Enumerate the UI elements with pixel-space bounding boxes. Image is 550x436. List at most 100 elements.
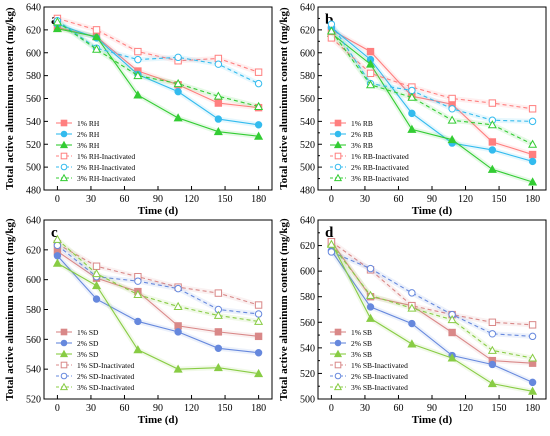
series-5 bbox=[326, 239, 538, 362]
data-point bbox=[407, 124, 417, 133]
legend-entry: 1% RH-Inactivated bbox=[77, 152, 135, 161]
x-tick-label: 60 bbox=[119, 194, 129, 205]
data-point bbox=[334, 130, 342, 138]
x-tick-label: 180 bbox=[525, 403, 540, 414]
data-point bbox=[174, 284, 182, 293]
data-point bbox=[365, 290, 376, 299]
data-point bbox=[134, 55, 142, 64]
series-2 bbox=[326, 28, 538, 186]
x-axis-title: Time (d) bbox=[138, 205, 179, 217]
data-point bbox=[333, 173, 343, 182]
panel-d: 500 520 540 560 580 600 620 640 0 30 60 90 120 150 180… bbox=[278, 216, 547, 426]
data-point bbox=[447, 134, 457, 144]
data-point bbox=[528, 386, 538, 395]
series-line bbox=[330, 241, 533, 364]
data-point bbox=[327, 34, 336, 42]
x-tick-label: 90 bbox=[427, 403, 437, 414]
y-tick-label: 520 bbox=[26, 140, 41, 151]
x-tick-label: 60 bbox=[393, 194, 403, 205]
y-tick-label: 560 bbox=[300, 94, 315, 105]
data-point bbox=[447, 115, 457, 124]
y-tick-label: 600 bbox=[26, 275, 41, 286]
data-point bbox=[334, 163, 342, 171]
data-point bbox=[59, 140, 69, 149]
data-point bbox=[213, 91, 223, 100]
data-point bbox=[488, 360, 497, 369]
data-point bbox=[133, 90, 143, 99]
y-tick-label: 580 bbox=[26, 71, 41, 82]
x-tick-label: 60 bbox=[393, 403, 403, 414]
legend-entry: 3% RH-Inactivated bbox=[77, 174, 135, 183]
data-point bbox=[487, 120, 497, 129]
data-point bbox=[528, 139, 538, 148]
data-point bbox=[528, 117, 537, 126]
legend-entry: 1% SD bbox=[77, 328, 99, 337]
x-tick-label: 180 bbox=[251, 403, 266, 414]
data-point bbox=[254, 368, 264, 378]
series-band bbox=[55, 18, 260, 86]
data-point bbox=[59, 173, 69, 182]
data-point bbox=[134, 317, 142, 326]
data-point bbox=[528, 332, 537, 341]
x-tick-label: 30 bbox=[360, 403, 370, 414]
data-point bbox=[92, 26, 101, 34]
series-line bbox=[57, 244, 259, 315]
series-line bbox=[57, 238, 259, 322]
data-point bbox=[60, 372, 68, 380]
y-tick-label: 580 bbox=[300, 292, 315, 303]
data-point bbox=[254, 349, 263, 357]
y-tick-label: 600 bbox=[300, 267, 315, 278]
data-point bbox=[60, 119, 68, 127]
data-point bbox=[60, 130, 68, 138]
legend-entry: 3% SB bbox=[351, 350, 372, 359]
x-tick-label: 90 bbox=[153, 194, 163, 205]
series-band bbox=[55, 19, 260, 109]
data-point bbox=[91, 280, 102, 290]
data-point bbox=[366, 47, 375, 56]
series-2 bbox=[52, 258, 264, 378]
y-axis-title: Total active aluminum content (mg/kg) bbox=[4, 7, 16, 190]
data-point bbox=[174, 53, 182, 62]
x-axis-title: Time (d) bbox=[138, 414, 179, 426]
x-tick-label: 150 bbox=[492, 403, 507, 414]
panel-b: 480 500 520 540 560 580 600 620 640 0 30 60 90 120 150… bbox=[278, 3, 547, 217]
data-point bbox=[60, 361, 68, 369]
data-point bbox=[214, 289, 223, 297]
data-point bbox=[488, 330, 497, 338]
x-tick-label: 30 bbox=[360, 194, 370, 205]
data-point bbox=[60, 152, 68, 160]
data-point bbox=[214, 60, 223, 68]
data-point bbox=[528, 150, 537, 159]
data-point bbox=[488, 318, 497, 326]
series-2 bbox=[52, 24, 264, 140]
data-point bbox=[92, 295, 101, 303]
x-tick-label: 0 bbox=[329, 194, 334, 205]
y-axis-title: Total active aluminum content (mg/kg) bbox=[4, 218, 16, 401]
legend: 1% RB 2% RB 3% RB 1% RB-Inactivated 2% RB-In… bbox=[330, 119, 409, 183]
legend-entry: 2% SB-Inactivated bbox=[351, 372, 408, 381]
x-tick-label: 120 bbox=[458, 403, 473, 414]
data-point bbox=[407, 339, 417, 348]
data-point bbox=[254, 121, 263, 129]
x-tick-label: 120 bbox=[184, 403, 199, 414]
x-axis-title: Time (d) bbox=[412, 205, 453, 217]
data-point bbox=[214, 115, 223, 123]
data-point bbox=[52, 234, 62, 243]
data-point bbox=[488, 146, 497, 154]
y-tick-label: 580 bbox=[26, 305, 41, 316]
series-3 bbox=[53, 14, 263, 76]
data-point bbox=[133, 70, 143, 80]
data-point bbox=[326, 26, 336, 35]
x-tick-label: 150 bbox=[218, 403, 233, 414]
legend-entry: 2% SB bbox=[351, 339, 372, 348]
data-point bbox=[334, 152, 342, 160]
legend-entry: 1% RB bbox=[351, 119, 373, 128]
series-line bbox=[330, 242, 533, 392]
data-point bbox=[214, 344, 223, 352]
data-point bbox=[528, 321, 537, 329]
data-point bbox=[528, 353, 538, 362]
series-line bbox=[330, 243, 533, 359]
data-point bbox=[59, 382, 69, 391]
x-tick-label: 0 bbox=[329, 403, 334, 414]
